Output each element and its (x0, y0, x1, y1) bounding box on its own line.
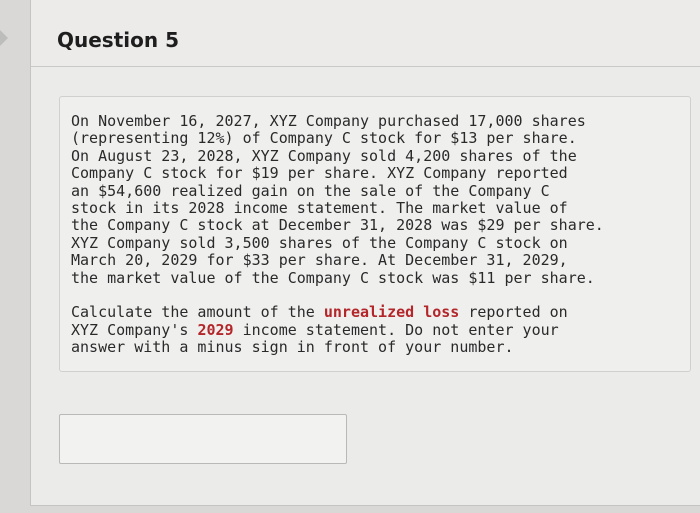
question-paragraph: On November 16, 2027, XYZ Company purcha… (71, 112, 604, 287)
prompt-text: Calculate the amount of the (71, 303, 324, 322)
question-text: On November 16, 2027, XYZ Company purcha… (71, 112, 604, 357)
highlight-year: 2029 (197, 320, 234, 339)
question-panel: Question 5 On November 16, 2027, XYZ Com… (30, 0, 700, 506)
question-title: Question 5 (57, 28, 179, 52)
question-header: Question 5 (31, 0, 700, 67)
prompt-text: income statement. Do not enter your answ… (71, 320, 559, 357)
question-card: On November 16, 2027, XYZ Company purcha… (59, 96, 691, 372)
collapse-arrow-icon[interactable] (0, 30, 8, 46)
prompt-text: reported on XYZ Company's (71, 303, 568, 339)
highlight-unrealized-loss: unrealized loss (323, 303, 460, 322)
answer-input[interactable] (59, 414, 347, 464)
